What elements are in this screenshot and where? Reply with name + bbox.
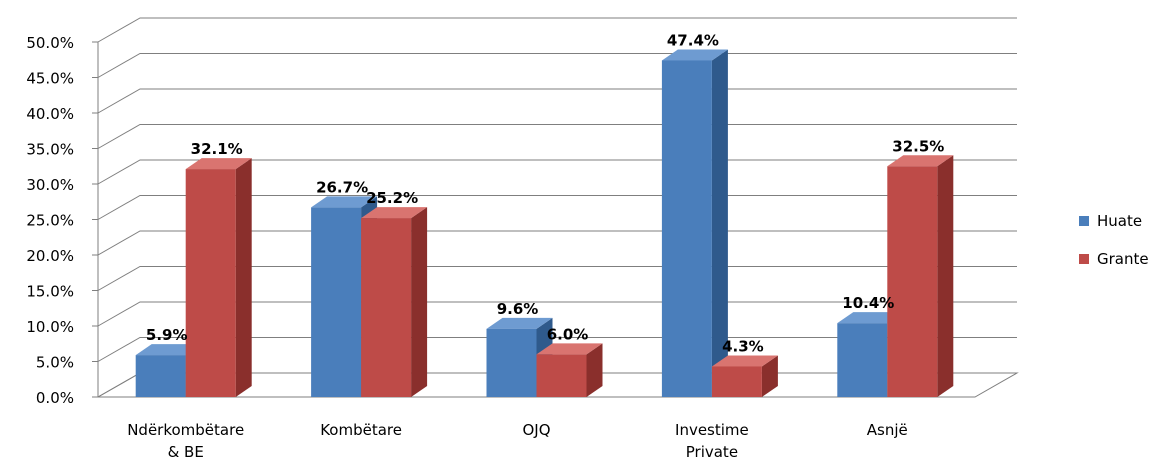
x-category-label: OJQ: [522, 421, 550, 439]
bar-top: [486, 317, 553, 329]
bars: [135, 49, 954, 398]
gridline: [97, 53, 1017, 78]
y-tick-label: 25.0%: [26, 212, 74, 230]
bar-huate: [661, 49, 728, 398]
y-tick-label: 0.0%: [36, 389, 74, 407]
data-label: 10.4%: [842, 294, 894, 312]
legend-label: Grante: [1097, 250, 1149, 268]
bar-top: [311, 196, 378, 208]
bar-side: [411, 207, 428, 397]
bar-side: [711, 49, 728, 398]
legend-label: Huate: [1097, 212, 1142, 230]
bar-top: [711, 355, 778, 367]
bar-side: [761, 355, 778, 397]
bar-front: [486, 328, 537, 397]
bar-grante: [361, 207, 428, 397]
y-tick-label: 40.0%: [26, 105, 74, 123]
bar-front: [536, 354, 587, 397]
y-axis-ticks: 0.0% 5.0% 10.0% 15.0% 20.0% 25.0% 30.0% 35.0% 40…: [26, 34, 98, 407]
x-category-label: Asnjë: [867, 421, 908, 439]
bar-front: [887, 166, 938, 397]
data-labels: 5.9% 32.1% 26.7%25.2% 9.6% 6.0% 47.4% 4.3% 10.4…: [146, 31, 944, 355]
x-axis-categories: Ndërkombëtare & BE Kombëtare OJQ Investime Pr…: [127, 421, 908, 459]
bar-top: [661, 49, 728, 61]
bar-top: [837, 312, 904, 324]
y-tick-label: 5.0%: [36, 354, 74, 372]
data-label: 5.9%: [146, 326, 188, 344]
data-label: 4.3%: [722, 337, 764, 355]
bar-front: [185, 169, 236, 397]
bar-front: [661, 60, 712, 398]
gridline: [97, 88, 1017, 114]
y-tick-label: 15.0%: [26, 283, 74, 301]
y-tick-label: 30.0%: [26, 176, 74, 194]
data-label: 6.0%: [547, 325, 589, 343]
data-label: 25.2%: [366, 189, 418, 207]
data-label: 26.7%: [316, 178, 368, 196]
legend-swatch: [1079, 216, 1089, 226]
bar-top: [185, 158, 252, 170]
x-category-label: Kombëtare: [320, 421, 402, 439]
data-label: 9.6%: [497, 300, 539, 318]
y-tick-label: 35.0%: [26, 141, 74, 159]
bar-top: [361, 207, 428, 219]
bar-front: [711, 366, 762, 397]
bar-front: [135, 355, 186, 397]
x-category-label: Investime Private: [675, 421, 749, 459]
legend-swatch: [1079, 254, 1089, 264]
bar-grante: [185, 158, 252, 397]
bar-side: [235, 158, 252, 397]
bar-side: [586, 343, 603, 397]
x-category-label: Ndërkombëtare & BE: [127, 421, 244, 459]
data-label: 32.1%: [191, 140, 243, 158]
y-tick-label: 50.0%: [26, 34, 74, 52]
y-tick-label: 20.0%: [26, 247, 74, 265]
legend: Huate Grante: [1079, 212, 1149, 268]
bar-front: [311, 207, 362, 397]
bar-grante: [536, 343, 603, 397]
bar-top: [887, 155, 954, 167]
bar-front: [837, 323, 888, 397]
y-tick-label: 10.0%: [26, 318, 74, 336]
y-tick-label: 45.0%: [26, 70, 74, 88]
bar-top: [536, 343, 603, 355]
gridline: [97, 17, 1017, 43]
bar-top: [135, 344, 202, 356]
data-label: 47.4%: [667, 31, 719, 49]
bar-grante: [887, 155, 954, 397]
bar-side: [937, 155, 954, 397]
data-label: 32.5%: [892, 137, 944, 155]
bar-grante: [711, 355, 778, 397]
bar-front: [361, 218, 412, 397]
